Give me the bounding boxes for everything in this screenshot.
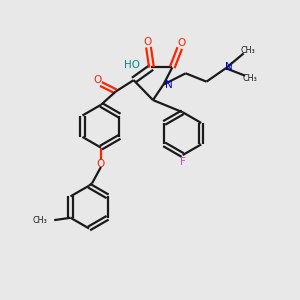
- Text: N: N: [225, 62, 232, 72]
- Text: CH₃: CH₃: [33, 216, 47, 225]
- Text: O: O: [97, 159, 105, 169]
- Text: N: N: [165, 80, 172, 90]
- Text: HO: HO: [124, 60, 140, 70]
- Text: CH₃: CH₃: [241, 46, 256, 55]
- Text: F: F: [180, 158, 186, 167]
- Text: CH₃: CH₃: [242, 74, 257, 83]
- Text: O: O: [177, 38, 185, 48]
- Text: O: O: [93, 75, 101, 85]
- Text: O: O: [143, 37, 151, 47]
